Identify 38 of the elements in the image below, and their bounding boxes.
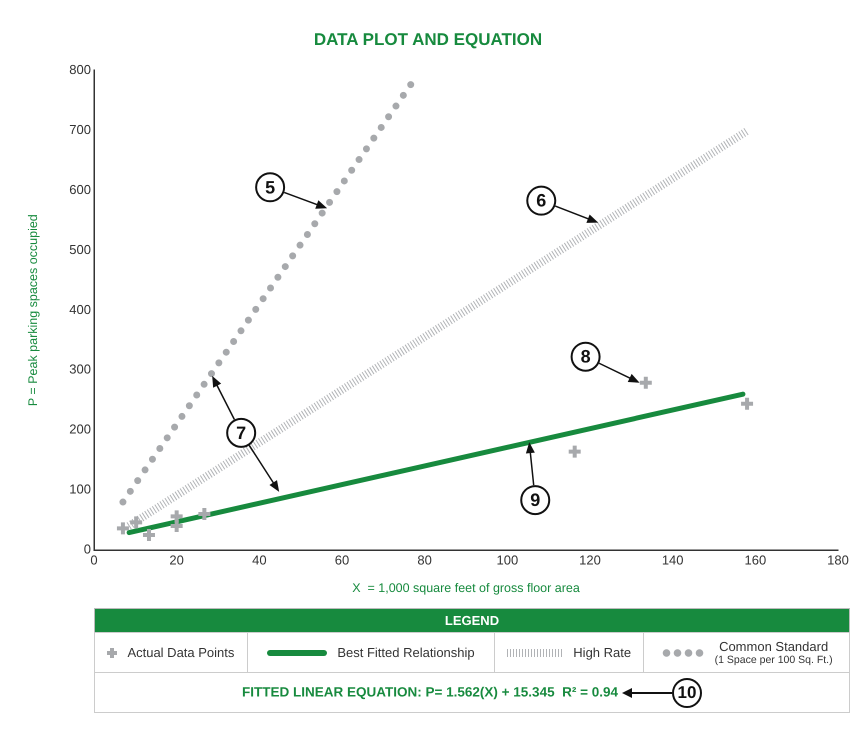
- y-tick-label: 300: [69, 362, 91, 377]
- y-tick-label: 700: [69, 122, 91, 137]
- x-tick-label: 100: [496, 552, 518, 568]
- point: [638, 374, 654, 391]
- y-tick-label: 600: [69, 182, 91, 197]
- y-tick-label: 100: [69, 482, 91, 497]
- annotation: 8: [580, 346, 591, 367]
- y-tick-label: 800: [69, 62, 91, 77]
- x-tick-label: 60: [334, 552, 350, 568]
- x-tick-label: 40: [252, 552, 267, 568]
- legend-label: Actual Data Points: [127, 645, 234, 660]
- x-tick-label: 140: [662, 552, 684, 568]
- y-axis-title: P = Peak parking spaces occupied: [26, 214, 40, 406]
- x-tick-label: 20: [169, 552, 184, 568]
- text: FITTED LINEAR EQUATION: P= 1.562(X) + 15.345 R² = 0.94: [242, 684, 618, 699]
- annotation: 5: [265, 177, 276, 198]
- annotation: 6: [536, 190, 546, 211]
- legend-label: Best Fitted Relationship: [337, 645, 475, 660]
- x-tick-label: 160: [744, 552, 766, 568]
- point: [114, 520, 131, 536]
- y-tick-label: 200: [69, 422, 91, 437]
- y-tick-label: 400: [69, 302, 91, 317]
- legend-label: Common Standard (1 Space per 100 Sq. Ft.): [714, 639, 833, 666]
- point: [128, 514, 144, 530]
- legend-title: LEGEND: [94, 608, 850, 632]
- y-tick-label: 500: [69, 242, 91, 257]
- point: [566, 444, 583, 460]
- annotation: 9: [530, 490, 540, 510]
- x-axis-title: X = 1,000 square feet of gross floor area: [352, 580, 580, 595]
- y-tick-label: 0: [84, 542, 91, 557]
- text: 10: [672, 678, 702, 708]
- x-tick-label: 120: [579, 552, 601, 568]
- legend-label: High Rate: [573, 645, 632, 660]
- x-tick-label: 180: [827, 552, 849, 568]
- chart-title: DATA PLOT AND EQUATION: [314, 30, 542, 49]
- point: [739, 396, 756, 412]
- x-tick-label: 80: [417, 552, 432, 568]
- annotation: 7: [236, 422, 246, 443]
